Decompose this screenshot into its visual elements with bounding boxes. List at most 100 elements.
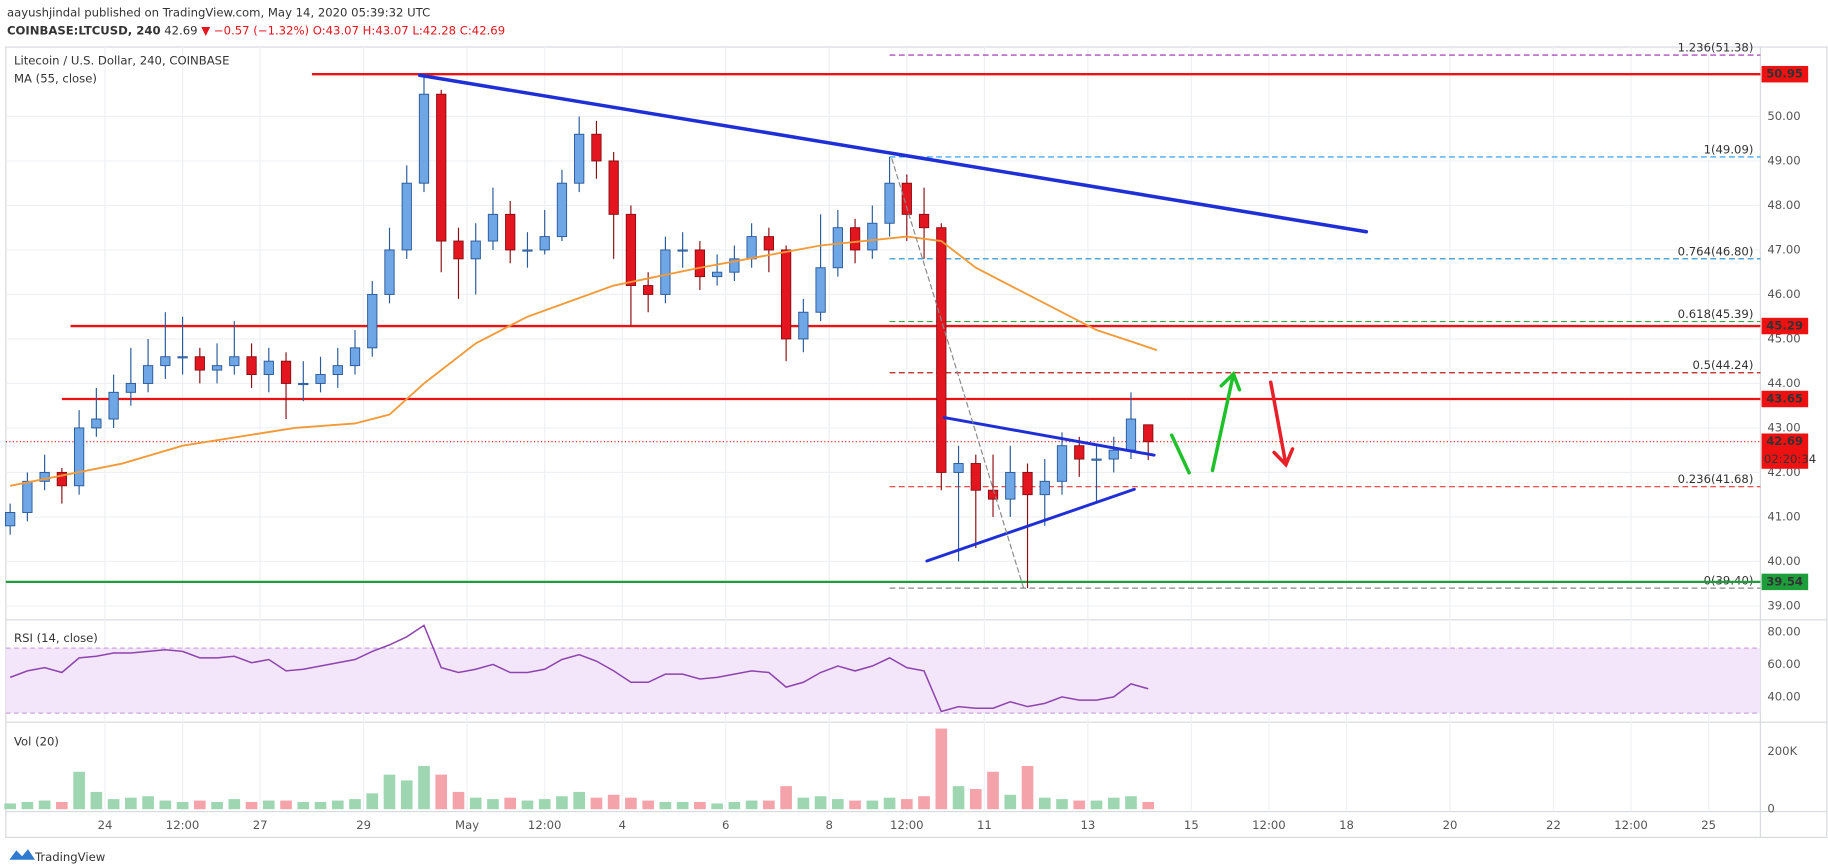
arrow-head bbox=[1219, 370, 1242, 392]
volume-bar bbox=[642, 800, 654, 810]
y-tick-label: 43.00 bbox=[1767, 420, 1800, 434]
volume-bar bbox=[331, 800, 344, 810]
volume-bar bbox=[866, 800, 879, 810]
y-tick-label: 45.00 bbox=[1767, 331, 1800, 345]
symbol-line: COINBASE:LTCUSD, 240 42.69 ▼ −0.57 (−1.3… bbox=[7, 23, 505, 37]
volume-bar bbox=[763, 800, 775, 810]
candle-body bbox=[436, 93, 447, 242]
candle-body bbox=[1143, 424, 1154, 443]
candle-body bbox=[522, 249, 533, 252]
candle-body bbox=[780, 249, 792, 340]
volume-bar bbox=[935, 728, 948, 810]
fib-label: 0.618(45.39) bbox=[1678, 307, 1754, 321]
candle-body bbox=[1039, 480, 1050, 496]
ma-legend: MA (55, close) bbox=[14, 71, 97, 85]
candle-body bbox=[729, 258, 740, 273]
rsi-band bbox=[5, 648, 1761, 714]
volume-bar bbox=[1038, 797, 1051, 810]
price-tag-label: 39.54 bbox=[1766, 574, 1803, 588]
y-tick-label: 39.00 bbox=[1767, 598, 1800, 612]
x-tick-label: 12:00 bbox=[528, 818, 562, 832]
price-tag-label: 50.95 bbox=[1766, 67, 1803, 81]
candle-body bbox=[22, 480, 33, 513]
x-tick-label: 29 bbox=[356, 818, 371, 832]
y-tick-label: 44.00 bbox=[1767, 376, 1800, 390]
price-tag bbox=[1761, 317, 1809, 335]
volume-bar bbox=[918, 796, 930, 810]
x-tick-label: 13 bbox=[1080, 818, 1095, 832]
volume-bar bbox=[590, 797, 603, 810]
y-tick-label: 40.00 bbox=[1767, 554, 1800, 568]
logo bbox=[9, 849, 35, 860]
candle-body bbox=[1108, 449, 1119, 460]
x-tick-label: 12:00 bbox=[166, 818, 200, 832]
y-tick-label: 48.00 bbox=[1767, 198, 1800, 212]
volume-bar bbox=[366, 793, 379, 810]
volume-bar bbox=[849, 800, 861, 810]
y-tick-label: 46.00 bbox=[1767, 287, 1800, 301]
candle-body bbox=[142, 365, 154, 384]
volume-bar bbox=[952, 786, 965, 810]
x-tick-label: 8 bbox=[826, 818, 833, 832]
symbol: COINBASE:LTCUSD, 240 bbox=[7, 23, 161, 37]
y-tick-label: 50.00 bbox=[1767, 109, 1800, 123]
candle-body bbox=[1091, 458, 1102, 461]
candle-body bbox=[574, 133, 585, 184]
volume-bar bbox=[228, 799, 241, 810]
volume-bar bbox=[659, 801, 672, 810]
price-tag bbox=[1761, 65, 1809, 83]
volume-bar bbox=[1107, 797, 1120, 810]
candle-body bbox=[505, 213, 516, 251]
rsi-legend: RSI (14, close) bbox=[14, 631, 98, 645]
candle-body bbox=[798, 311, 809, 340]
candle-body bbox=[901, 182, 912, 215]
main-legend: Litecoin / U.S. Dollar, 240, COINBASE bbox=[14, 54, 229, 68]
candle-body bbox=[211, 365, 223, 371]
y-tick-label: 80.00 bbox=[1767, 624, 1800, 638]
candle-body bbox=[298, 382, 309, 386]
last-price: 42.69 bbox=[164, 23, 197, 37]
candle-body bbox=[746, 236, 757, 260]
candle-body bbox=[712, 271, 723, 278]
volume-bar bbox=[814, 796, 827, 810]
x-tick-label: 12:00 bbox=[1252, 818, 1286, 832]
volume-bar bbox=[280, 800, 292, 810]
y-tick-label: 200K bbox=[1767, 744, 1797, 758]
volume-bar bbox=[176, 801, 189, 810]
volume-bar bbox=[711, 803, 723, 810]
volume-bar bbox=[1004, 794, 1017, 810]
candle-body bbox=[1022, 471, 1033, 496]
volume-bar bbox=[4, 803, 16, 810]
volume-bar bbox=[676, 801, 689, 810]
drawings bbox=[417, 73, 1369, 589]
volume-bar bbox=[521, 800, 534, 810]
candle-body bbox=[694, 249, 706, 278]
candle-body bbox=[349, 347, 361, 367]
rsi-line bbox=[9, 624, 1149, 713]
y-tick-label: 60.00 bbox=[1767, 657, 1800, 671]
candle-body bbox=[953, 463, 964, 473]
triangle-upper bbox=[942, 416, 1156, 457]
candle-body bbox=[470, 240, 481, 260]
last-price-label: 42.69 bbox=[1766, 434, 1803, 448]
volume-bar bbox=[987, 771, 999, 810]
candle-body bbox=[367, 293, 378, 349]
volume-bar bbox=[469, 797, 482, 810]
volume-bar bbox=[193, 800, 206, 810]
candle-body bbox=[332, 365, 343, 376]
candle-body bbox=[5, 511, 16, 527]
candle-body bbox=[556, 182, 568, 238]
candle-body bbox=[625, 213, 637, 287]
candle-body bbox=[936, 227, 947, 473]
volume-bar bbox=[556, 796, 568, 810]
candle-body bbox=[453, 240, 464, 260]
y-tick-label: 41.00 bbox=[1767, 509, 1800, 523]
candle-body bbox=[315, 374, 326, 384]
vol-legend: Vol (20) bbox=[14, 735, 59, 749]
ohlc: O:43.07 H:43.07 L:42.28 C:42.69 bbox=[313, 23, 505, 37]
price-tag bbox=[1761, 573, 1809, 591]
volume-bar bbox=[1142, 801, 1155, 810]
change: ▼ −0.57 (−1.32%) bbox=[201, 23, 309, 37]
